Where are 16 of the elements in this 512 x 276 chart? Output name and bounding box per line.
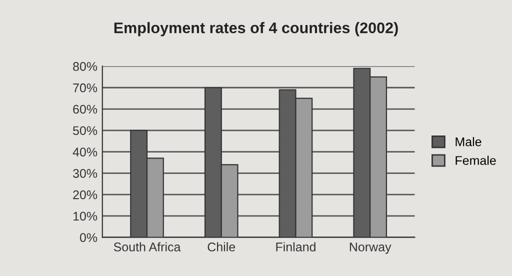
y-tick-label: 30% — [73, 168, 98, 178]
y-tick-label: 10% — [73, 212, 98, 221]
y-tick-label: 60% — [73, 104, 98, 114]
x-tick-label: Finland — [276, 242, 316, 252]
x-tick-label: Chile — [208, 242, 236, 252]
legend-label: Female — [456, 156, 496, 165]
x-tick-label: Norway — [350, 242, 392, 254]
y-tick-label: 50% — [73, 126, 98, 136]
y-tick-label: 20% — [73, 190, 98, 200]
y-tick-label: 70% — [73, 83, 98, 92]
legend-label: Male — [456, 137, 482, 146]
y-tick-label: 80% — [73, 62, 98, 71]
y-tick-label: 40% — [72, 148, 98, 156]
chart-title: Employment rates of 4 countries (2002) — [114, 22, 398, 36]
x-tick-label: South Africa — [114, 242, 181, 252]
y-tick-label: 0% — [80, 233, 98, 242]
